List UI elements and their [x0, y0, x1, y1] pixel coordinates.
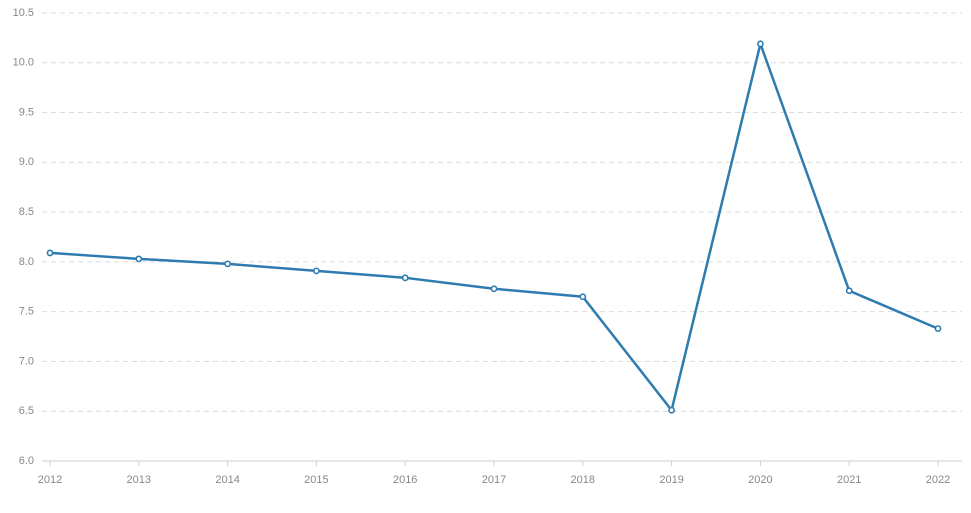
data-point-2013[interactable] — [135, 255, 143, 263]
x-tick-label: 2014 — [215, 474, 239, 486]
x-tick-label: 2013 — [127, 474, 151, 486]
y-tick-label: 9.0 — [19, 156, 34, 168]
series-line — [49, 39, 939, 414]
data-point-2020[interactable] — [757, 40, 764, 48]
y-tick-label: 6.5 — [19, 405, 34, 417]
data-point-2015[interactable] — [312, 267, 320, 275]
data-point-2012[interactable] — [46, 249, 54, 257]
x-tick-label: 2022 — [926, 474, 950, 486]
series-layer — [46, 39, 942, 414]
data-point-2016[interactable] — [401, 274, 409, 282]
data-point-2019[interactable] — [668, 406, 675, 414]
data-point-2017[interactable] — [490, 285, 498, 293]
x-tick-label: 2017 — [482, 474, 506, 486]
data-point-2014[interactable] — [224, 260, 231, 268]
y-tick-label: 10.0 — [13, 57, 34, 69]
x-tick-label: 2020 — [748, 474, 772, 486]
y-tick-label: 10.5 — [13, 7, 34, 19]
y-tick-label: 8.0 — [19, 256, 34, 268]
data-point-2022[interactable] — [934, 325, 942, 332]
data-point-2021[interactable] — [845, 287, 853, 295]
y-tick-label: 7.0 — [19, 355, 34, 367]
x-tick-label: 2018 — [571, 474, 595, 486]
x-axis: 2012 2013 2014 2015 2016 2017 2018 2019 2020 2021… — [38, 461, 950, 486]
x-tick-label: 2015 — [304, 474, 328, 486]
y-tick-label: 7.5 — [19, 306, 34, 318]
y-axis: 6.0 6.5 7.0 7.5 8.0 8.5 9.0 9.5 10.0 10.5 — [13, 7, 34, 467]
x-tick-label: 2012 — [38, 474, 62, 486]
x-tick-label: 2016 — [393, 474, 417, 486]
data-point-2018[interactable] — [579, 293, 587, 301]
y-tick-label: 6.0 — [19, 455, 34, 467]
gridlines — [42, 12, 962, 462]
x-tick-label: 2021 — [837, 474, 861, 486]
y-tick-label: 9.5 — [19, 106, 34, 118]
x-tick-label: 2019 — [659, 474, 683, 486]
y-tick-label: 8.5 — [19, 206, 34, 218]
